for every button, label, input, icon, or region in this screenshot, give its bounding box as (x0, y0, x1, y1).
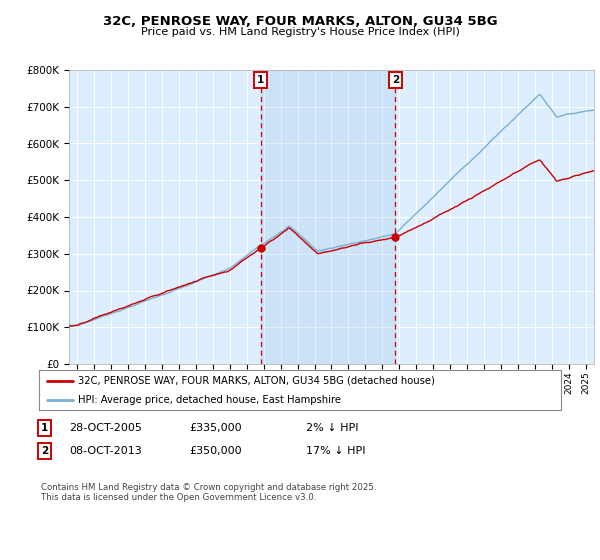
Text: 28-OCT-2005: 28-OCT-2005 (69, 423, 142, 433)
Text: 2: 2 (41, 446, 48, 456)
Text: 1: 1 (41, 423, 48, 433)
Text: 08-OCT-2013: 08-OCT-2013 (69, 446, 142, 456)
Text: £350,000: £350,000 (189, 446, 242, 456)
Text: 2: 2 (392, 75, 399, 85)
Text: 1: 1 (257, 75, 265, 85)
Text: 2% ↓ HPI: 2% ↓ HPI (306, 423, 359, 433)
Text: HPI: Average price, detached house, East Hampshire: HPI: Average price, detached house, East… (78, 395, 341, 405)
Text: 32C, PENROSE WAY, FOUR MARKS, ALTON, GU34 5BG: 32C, PENROSE WAY, FOUR MARKS, ALTON, GU3… (103, 15, 497, 27)
Text: Price paid vs. HM Land Registry's House Price Index (HPI): Price paid vs. HM Land Registry's House … (140, 27, 460, 37)
Bar (261, 70, 395, 364)
Text: 17% ↓ HPI: 17% ↓ HPI (306, 446, 365, 456)
Text: 32C, PENROSE WAY, FOUR MARKS, ALTON, GU34 5BG (detached house): 32C, PENROSE WAY, FOUR MARKS, ALTON, GU3… (78, 376, 435, 386)
Text: £335,000: £335,000 (189, 423, 242, 433)
Text: Contains HM Land Registry data © Crown copyright and database right 2025.
This d: Contains HM Land Registry data © Crown c… (41, 483, 376, 502)
